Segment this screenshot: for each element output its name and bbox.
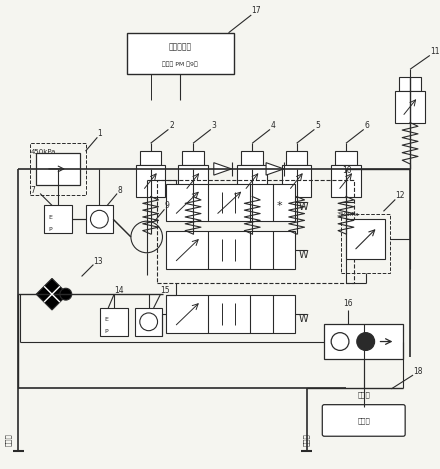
Bar [395, 91, 425, 122]
Bar [182, 151, 204, 165]
FancyBboxPatch shape [322, 405, 405, 436]
Bar [178, 165, 208, 197]
Bar [282, 165, 312, 197]
Bar [242, 151, 263, 165]
Bar [135, 308, 162, 336]
Bar [341, 214, 390, 273]
Text: P: P [104, 329, 108, 334]
Text: 2: 2 [169, 121, 174, 130]
Text: 13: 13 [93, 257, 103, 265]
Text: 1: 1 [97, 129, 102, 138]
Text: 3: 3 [212, 121, 216, 130]
Bar [100, 308, 128, 336]
Bar [335, 151, 357, 165]
Text: 5: 5 [315, 121, 320, 130]
Bar [127, 33, 234, 74]
Text: 14: 14 [114, 286, 124, 295]
Text: 9: 9 [165, 201, 169, 210]
Text: 4: 4 [271, 121, 276, 130]
Text: 450kPa: 450kPa [30, 149, 56, 155]
Text: 7: 7 [30, 186, 35, 195]
Text: 15: 15 [161, 286, 170, 295]
Bar [238, 165, 267, 197]
Text: 18: 18 [413, 367, 422, 376]
Text: 11: 11 [430, 47, 439, 56]
Text: *: * [277, 201, 282, 212]
Circle shape [357, 333, 374, 350]
Text: W: W [299, 202, 308, 212]
Bar [140, 151, 161, 165]
Text: 17: 17 [251, 6, 261, 15]
Text: E: E [48, 215, 52, 220]
Text: （见是 PM 台9）: （见是 PM 台9） [162, 61, 198, 67]
Text: 前轮管: 前轮管 [5, 433, 12, 446]
Bar [286, 151, 308, 165]
Bar [85, 205, 113, 233]
Bar [331, 165, 361, 197]
Text: 后轮管: 后轮管 [303, 433, 310, 446]
Text: 8: 8 [117, 186, 122, 195]
Text: 北侧控制器: 北侧控制器 [169, 43, 192, 52]
Bar [157, 180, 354, 283]
Bar [44, 205, 72, 233]
Bar [30, 143, 85, 195]
Bar [36, 153, 80, 185]
Circle shape [60, 288, 72, 300]
Text: 16: 16 [343, 299, 353, 308]
Text: 制动关: 制动关 [357, 417, 370, 424]
Text: E: E [104, 318, 108, 322]
Bar [166, 295, 295, 333]
Bar [399, 77, 421, 91]
Polygon shape [266, 163, 284, 175]
Text: W: W [299, 250, 308, 260]
Bar [324, 324, 403, 359]
Text: 制动开: 制动开 [357, 392, 370, 398]
Polygon shape [36, 279, 68, 310]
Polygon shape [214, 163, 231, 175]
Text: 350kPa: 350kPa [336, 212, 359, 217]
Bar [136, 165, 165, 197]
Text: P: P [48, 227, 51, 232]
Text: 10: 10 [342, 166, 352, 175]
Text: 6: 6 [365, 121, 370, 130]
Bar [346, 219, 385, 259]
Bar [166, 184, 295, 221]
Text: 12: 12 [395, 191, 405, 200]
Bar [166, 231, 295, 269]
Text: W: W [299, 314, 308, 324]
